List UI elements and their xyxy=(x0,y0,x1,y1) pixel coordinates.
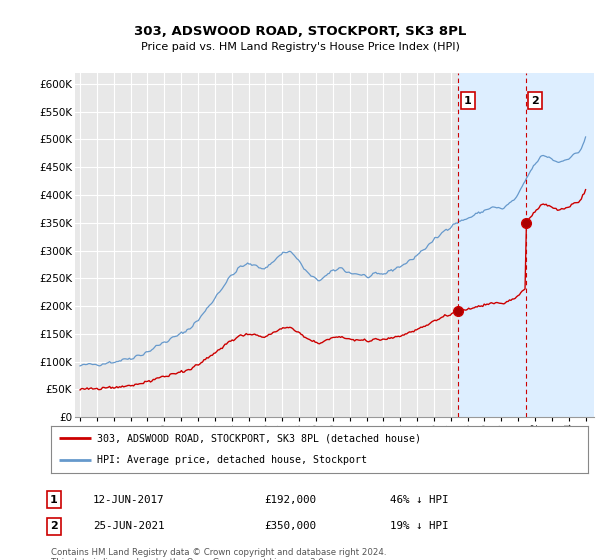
Text: HPI: Average price, detached house, Stockport: HPI: Average price, detached house, Stoc… xyxy=(97,455,367,465)
Text: 46% ↓ HPI: 46% ↓ HPI xyxy=(390,494,449,505)
Text: 303, ADSWOOD ROAD, STOCKPORT, SK3 8PL (detached house): 303, ADSWOOD ROAD, STOCKPORT, SK3 8PL (d… xyxy=(97,433,421,444)
Text: 25-JUN-2021: 25-JUN-2021 xyxy=(93,521,164,531)
Bar xyxy=(458,73,594,417)
Text: £350,000: £350,000 xyxy=(264,521,316,531)
Text: £192,000: £192,000 xyxy=(264,494,316,505)
Text: 1: 1 xyxy=(464,96,472,106)
Text: Contains HM Land Registry data © Crown copyright and database right 2024.
This d: Contains HM Land Registry data © Crown c… xyxy=(51,548,386,560)
Text: 1: 1 xyxy=(50,494,58,505)
Text: Price paid vs. HM Land Registry's House Price Index (HPI): Price paid vs. HM Land Registry's House … xyxy=(140,42,460,52)
Text: 2: 2 xyxy=(50,521,58,531)
Text: 2: 2 xyxy=(532,96,539,106)
Text: 12-JUN-2017: 12-JUN-2017 xyxy=(93,494,164,505)
Text: 19% ↓ HPI: 19% ↓ HPI xyxy=(390,521,449,531)
Text: 303, ADSWOOD ROAD, STOCKPORT, SK3 8PL: 303, ADSWOOD ROAD, STOCKPORT, SK3 8PL xyxy=(134,25,466,38)
